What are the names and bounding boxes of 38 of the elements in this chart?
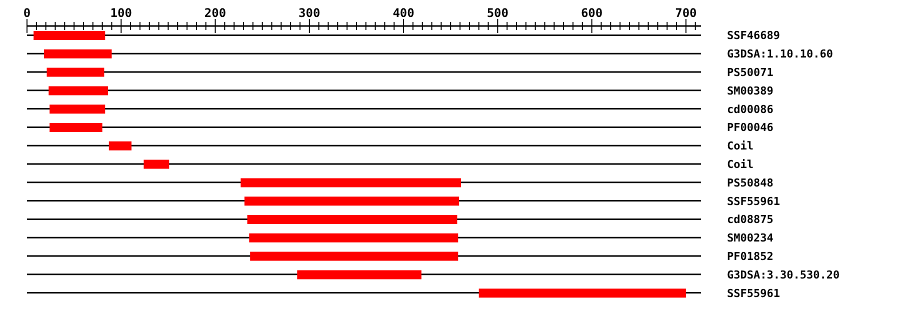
x-tick-label: 0 — [23, 6, 31, 20]
bar — [250, 252, 458, 261]
bar — [48, 86, 108, 96]
bar — [50, 123, 102, 132]
y-tick-label: PF01852 — [727, 250, 774, 263]
y-tick-label: G3DSA:3.30.530.20 — [727, 268, 840, 282]
bar — [249, 233, 458, 242]
bar — [478, 288, 686, 298]
x-tick-label: 400 — [392, 6, 414, 20]
y-tick-label: Coil — [727, 140, 754, 153]
bar — [34, 31, 106, 40]
x-tick-label: 200 — [204, 6, 226, 20]
y-tick-label: SSF46689 — [727, 29, 780, 42]
y-tick-label: SM00234 — [727, 232, 774, 245]
bar — [297, 270, 422, 280]
y-tick-label: SSF55961 — [727, 194, 780, 208]
bar — [50, 104, 106, 114]
bar — [44, 49, 112, 58]
y-tick-label: PS50848 — [727, 176, 774, 190]
y-tick-label: G3DSA:1.10.10.60 — [727, 48, 833, 61]
y-tick-label: PF00046 — [727, 121, 774, 134]
y-tick-label: cd00086 — [727, 102, 774, 116]
bar — [46, 68, 104, 77]
y-tick-label: cd08875 — [727, 213, 774, 226]
bar — [240, 178, 461, 188]
y-tick-label: Coil — [727, 158, 754, 171]
x-tick-label: 100 — [110, 6, 132, 20]
x-tick-label: 700 — [675, 6, 697, 20]
bar — [108, 141, 132, 150]
bar — [144, 160, 170, 169]
x-tick-label: 500 — [486, 6, 509, 20]
x-tick-label: 300 — [298, 6, 320, 20]
y-tick-label: PS50071 — [727, 66, 774, 79]
x-tick-label: 600 — [580, 6, 603, 20]
y-tick-label: SSF55961 — [727, 286, 780, 300]
bar — [247, 215, 458, 224]
y-tick-label: SM00389 — [727, 84, 774, 98]
bar — [244, 196, 460, 206]
